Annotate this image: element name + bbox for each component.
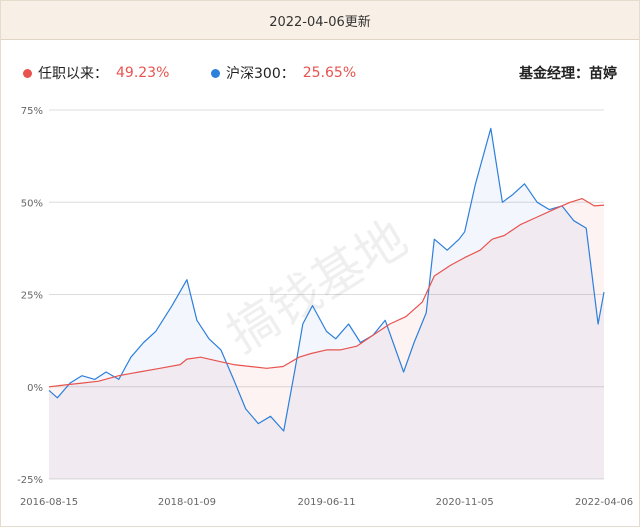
legend: 任职以来： 49.23% 沪深300： 25.65% 基金经理：苗婷 [23,63,617,83]
fund-area [49,198,604,479]
legend-label-index: 沪深300： [226,66,295,82]
fund-series-line [48,198,605,388]
index-area [49,128,604,479]
y-tick-label: 25% [21,291,43,302]
index-dot-icon [211,68,220,78]
update-date: 2022-04-06更新 [269,14,371,30]
legend-item-index[interactable]: 沪深300： 25.65% [211,63,356,83]
fund-dot-icon [23,68,32,78]
y-tick-label: -25% [17,475,43,486]
x-tick-label: 2020-11-05 [436,497,494,508]
legend-value-index: 25.65% [302,65,357,81]
legend-item-fund[interactable]: 任职以来： 49.23% [23,63,169,83]
x-tick-label: 2016-08-15 [20,497,78,508]
y-tick-label: 75% [21,106,43,117]
index-series-line [48,127,605,432]
x-tick-label: 2022-04-06 [575,497,633,508]
y-tick-label: 50% [21,198,43,209]
update-header: 2022-04-06更新 [1,1,639,40]
x-tick-label: 2019-06-11 [297,497,355,508]
x-tick-label: 2018-01-09 [158,497,216,508]
legend-value-fund: 49.23% [116,65,170,81]
legend-label-fund: 任职以来： [38,66,108,82]
fund-manager: 基金经理：苗婷 [519,66,617,82]
y-tick-label: 0% [27,383,43,394]
